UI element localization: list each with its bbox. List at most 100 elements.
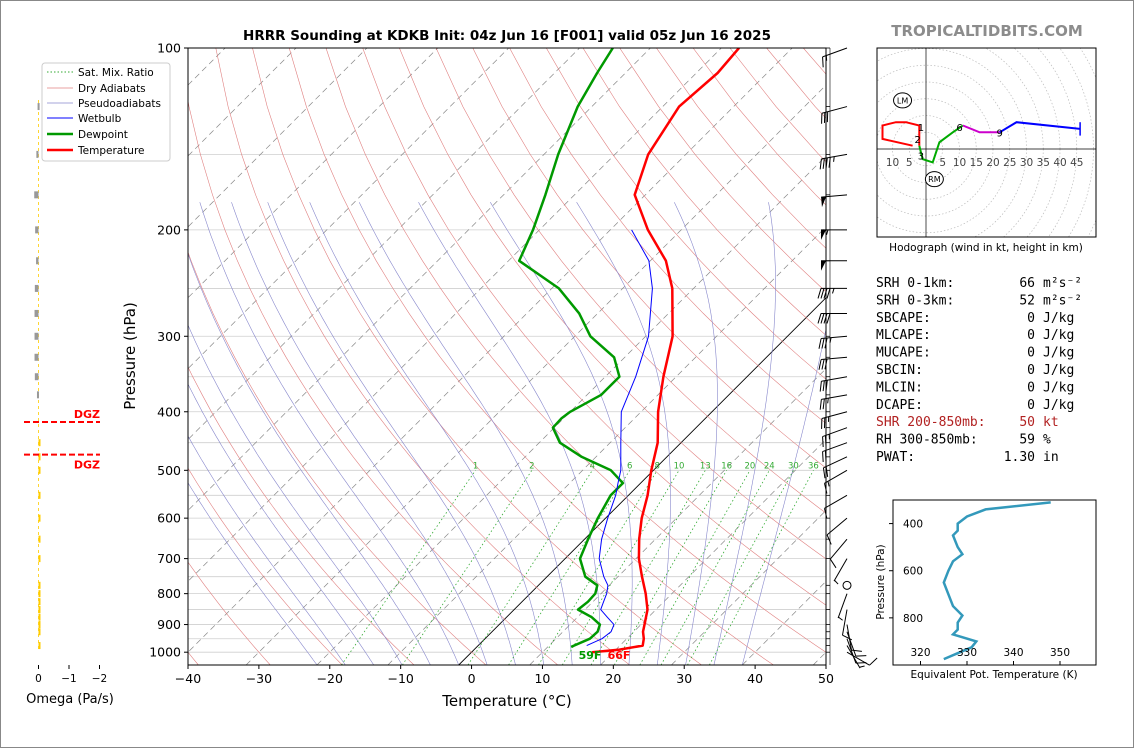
theta-e-x-tick-label: 330 — [957, 647, 977, 659]
mixing-ratio-label: 8 — [654, 461, 659, 471]
mixing-ratio-label: 20 — [745, 461, 756, 471]
surface-dewpoint-label: 59F — [579, 649, 602, 662]
x-tick-label: 0 — [468, 671, 476, 686]
barb-full — [817, 313, 822, 324]
pseudoadiabat — [309, 202, 545, 665]
index-value: 0 — [1027, 398, 1035, 413]
x-tick-label: 10 — [534, 671, 550, 686]
legend-box — [41, 62, 171, 162]
omega-bar — [34, 309, 39, 317]
x-tick-label: −30 — [246, 671, 272, 686]
barb-half — [859, 665, 865, 668]
barb-half — [826, 229, 829, 236]
barb-flag — [821, 260, 826, 271]
wind-barb — [818, 356, 848, 370]
omega-bar — [38, 581, 41, 589]
wind-barb — [821, 260, 847, 271]
y-tick-label: 300 — [157, 329, 181, 344]
theta-e-panel: 320 330 340 350 400 600 800 — [889, 501, 1070, 665]
hodograph-lm-marker — [893, 92, 913, 109]
omega-bar — [38, 491, 41, 499]
barb-full — [822, 398, 825, 410]
omega-bar — [38, 439, 41, 447]
profile-temperature — [591, 48, 740, 654]
index-unit: in — [1043, 450, 1059, 465]
index-unit: J/kg — [1043, 346, 1074, 361]
wind-barb — [846, 631, 867, 657]
isotherm-line — [458, 297, 826, 665]
wind-barb — [822, 427, 848, 448]
omega-bar — [36, 257, 39, 265]
omega-bar — [38, 606, 41, 614]
pseudoadiabat — [358, 202, 573, 665]
barb-flag — [821, 229, 826, 240]
hodograph-trace — [881, 121, 921, 147]
hodograph-tick-label: 35 — [1037, 157, 1050, 169]
skewt-x-ticks: −40 −30 −20 −10 0 10 20 30 40 50 — [175, 665, 834, 686]
wind-barb — [826, 517, 848, 545]
dry-adiabat — [399, 48, 826, 560]
pseudoadiabat — [188, 435, 346, 665]
omega-bar — [38, 590, 41, 598]
barb-shaft — [837, 593, 848, 619]
wind-barb — [818, 335, 848, 349]
wind-barb — [822, 47, 848, 68]
y-tick-label: 700 — [157, 551, 181, 566]
x-tick-label: −40 — [175, 671, 201, 686]
index-unit: m²s⁻² — [1043, 293, 1082, 308]
index-label: MLCAPE: — [876, 328, 931, 343]
omega-bar — [34, 332, 39, 340]
skewt-legend: Sat. Mix. Ratio Dry Adiabats Pseudoadiab… — [41, 62, 171, 162]
barb-half — [838, 616, 843, 621]
barb-shaft — [821, 356, 848, 361]
isotherm-line — [316, 155, 826, 665]
hodograph-height-label: 1 — [918, 123, 924, 134]
barb-full — [821, 338, 825, 349]
wind-barb — [846, 651, 878, 666]
theta-e-x-tick-label: 320 — [910, 647, 930, 659]
isotherm-line — [671, 509, 826, 665]
pseudoadiabat — [490, 202, 633, 665]
dry-adiabat — [546, 48, 826, 380]
index-value: 1.30 — [1004, 450, 1035, 465]
omega-bar — [34, 373, 39, 381]
mixing-ratio-line — [561, 470, 680, 665]
wind-barb — [821, 411, 848, 429]
barb-half — [827, 398, 829, 404]
legend-label-pseudoadiabats: Pseudoadiabats — [78, 98, 161, 110]
omega-bar — [38, 555, 41, 563]
isotherm-line — [387, 226, 826, 665]
isotherm-line — [742, 580, 826, 665]
isotherm-line — [529, 368, 826, 665]
y-tick-label: 100 — [157, 41, 181, 56]
barb-shaft — [821, 411, 848, 419]
omega-bar — [38, 453, 41, 461]
theta-e-profile — [942, 501, 1051, 661]
mixing-ratio-label: 30 — [788, 461, 799, 471]
legend-label-temperature: Temperature — [77, 145, 145, 157]
barb-half — [833, 156, 835, 162]
skewt-profiles — [517, 48, 740, 654]
barb-shaft — [821, 335, 848, 340]
barb-shaft — [846, 651, 870, 666]
hodograph-tick-label: 10 — [886, 157, 899, 169]
barb-shaft — [821, 394, 848, 400]
barb-half — [829, 337, 832, 343]
wind-barb — [822, 456, 848, 479]
dry-adiabat — [215, 48, 630, 665]
index-label: PWAT: — [876, 450, 915, 465]
hodograph-caption: Hodograph (wind in kt, height in km) — [889, 242, 1083, 254]
omega-tick-label: 0 — [35, 673, 42, 685]
barb-shaft — [821, 376, 848, 382]
barb-shaft — [823, 456, 848, 469]
index-unit: J/kg — [1043, 311, 1074, 326]
x-tick-label: 40 — [747, 671, 763, 686]
skewt-y-ticks: 100 200 300 400 500 600 700 800 900 1000 — [149, 41, 188, 660]
index-value: 50 — [1019, 415, 1035, 430]
mixing-ratio-label: 10 — [674, 461, 685, 471]
barb-full — [825, 380, 828, 391]
hodograph-tick-label: 10 — [953, 157, 966, 169]
dry-adiabat — [362, 48, 826, 606]
wind-barb — [817, 287, 847, 299]
barb-full — [822, 56, 824, 68]
